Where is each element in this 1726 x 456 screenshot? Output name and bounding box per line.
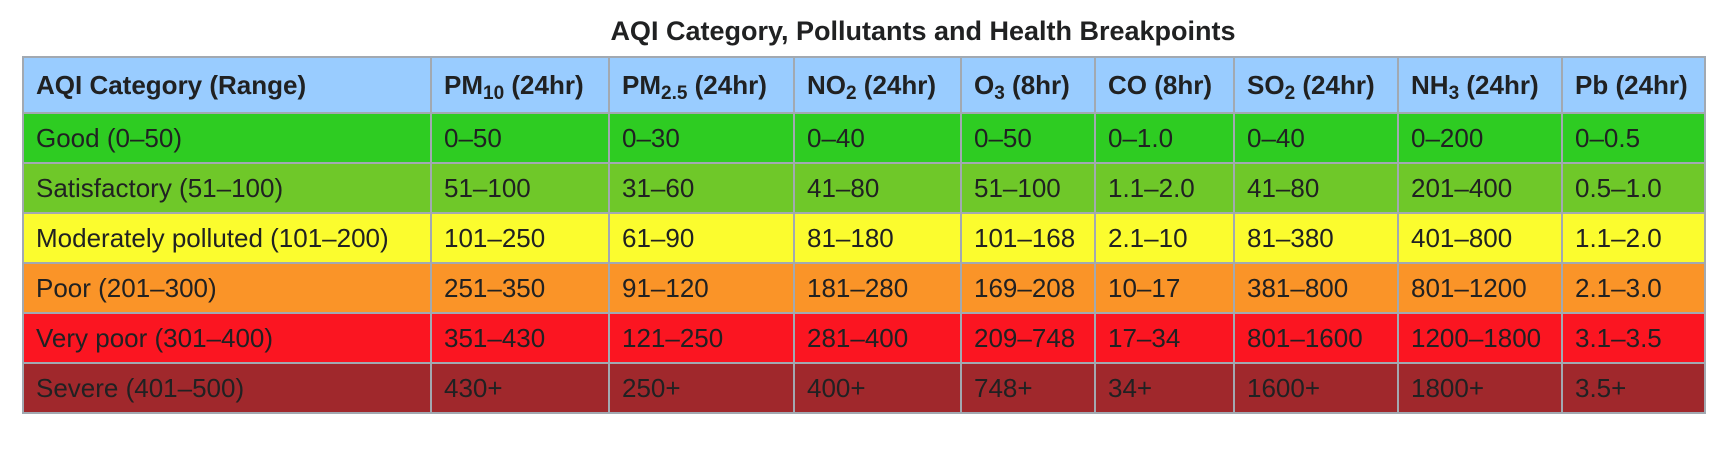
aqi-table-container: AQI Category, Pollutants and Health Brea… (22, 14, 1706, 414)
aqi-category-cell: Satisfactory (51–100) (22, 162, 432, 214)
column-header: O3 (8hr) (960, 56, 1096, 114)
breakpoint-cell: 81–180 (793, 212, 962, 264)
table-body: Good (0–50) 0–50 0–30 0–40 0–50 0–1.0 0–40 0–20… (22, 112, 1706, 414)
header-main-text: PM (444, 69, 483, 100)
table-row: Severe (401–500) 430+ 250+ 400+ 748+ 34+ 1600+… (22, 362, 1706, 414)
breakpoint-cell: 1200–1800 (1397, 312, 1563, 364)
header-main-text: PM (622, 69, 661, 100)
breakpoint-cell: 351–430 (430, 312, 610, 364)
breakpoint-cell: 801–1600 (1233, 312, 1399, 364)
breakpoint-cell: 1600+ (1233, 362, 1399, 414)
header-suffix-text: (8hr) (1004, 69, 1070, 100)
breakpoint-cell: 41–80 (793, 162, 962, 214)
header-suffix-text: (24hr) (1295, 69, 1375, 100)
header-main-text: O (974, 69, 995, 100)
table-caption: AQI Category, Pollutants and Health Brea… (610, 16, 1236, 46)
header-main-text: CO (8hr) (1108, 69, 1212, 100)
breakpoint-cell: 34+ (1094, 362, 1235, 414)
breakpoint-cell: 250+ (608, 362, 795, 414)
breakpoint-cell: 91–120 (608, 262, 795, 314)
header-row: AQI Category (Range) PM10 (24hr) PM2.5 (24… (22, 56, 1706, 114)
aqi-category-cell: Very poor (301–400) (22, 312, 432, 364)
header-subscript: 2 (846, 82, 857, 104)
column-header: CO (8hr) (1094, 56, 1235, 114)
breakpoint-cell: 801–1200 (1397, 262, 1563, 314)
header-subscript: 10 (483, 82, 505, 104)
column-header: NH3 (24hr) (1397, 56, 1563, 114)
breakpoint-cell: 281–400 (793, 312, 962, 364)
table-row: Moderately polluted (101–200) 101–250 61–9… (22, 212, 1706, 264)
breakpoint-cell: 0–50 (960, 112, 1096, 164)
breakpoint-cell: 17–34 (1094, 312, 1235, 364)
breakpoint-cell: 61–90 (608, 212, 795, 264)
header-main-text: AQI Category (Range) (36, 69, 307, 100)
breakpoint-cell: 3.1–3.5 (1561, 312, 1706, 364)
column-header: AQI Category (Range) (22, 56, 432, 114)
column-header: PM2.5 (24hr) (608, 56, 795, 114)
breakpoint-cell: 0–200 (1397, 112, 1563, 164)
breakpoint-cell: 1800+ (1397, 362, 1563, 414)
aqi-category-cell: Poor (201–300) (22, 262, 432, 314)
column-header: Pb (24hr) (1561, 56, 1706, 114)
header-subscript: 2 (1284, 82, 1296, 104)
breakpoint-cell: 2.1–10 (1094, 212, 1235, 264)
header-suffix-text: (24hr) (504, 69, 584, 100)
breakpoint-cell: 1.1–2.0 (1094, 162, 1235, 214)
aqi-category-cell: Moderately polluted (101–200) (22, 212, 432, 264)
breakpoint-cell: 0–0.5 (1561, 112, 1706, 164)
table-row: Good (0–50) 0–50 0–30 0–40 0–50 0–1.0 0–40 0–20… (22, 112, 1706, 164)
breakpoint-cell: 169–208 (960, 262, 1096, 314)
header-main-text: Pb (24hr) (1575, 69, 1688, 100)
breakpoint-cell: 81–380 (1233, 212, 1399, 264)
breakpoint-cell: 251–350 (430, 262, 610, 314)
header-suffix-text: (24hr) (856, 69, 937, 100)
breakpoint-cell: 51–100 (430, 162, 610, 214)
breakpoint-cell: 201–400 (1397, 162, 1563, 214)
breakpoint-cell: 0–40 (793, 112, 962, 164)
breakpoint-cell: 51–100 (960, 162, 1096, 214)
breakpoint-cell: 0–50 (430, 112, 610, 164)
column-header: PM10 (24hr) (430, 56, 610, 114)
breakpoint-cell: 401–800 (1397, 212, 1563, 264)
header-main-text: SO (1247, 69, 1285, 100)
aqi-category-cell: Severe (401–500) (22, 362, 432, 414)
breakpoint-cell: 748+ (960, 362, 1096, 414)
breakpoint-cell: 1.1–2.0 (1561, 212, 1706, 264)
breakpoint-cell: 121–250 (608, 312, 795, 364)
breakpoint-cell: 3.5+ (1561, 362, 1706, 414)
breakpoint-cell: 0.5–1.0 (1561, 162, 1706, 214)
column-header: NO2 (24hr) (793, 56, 962, 114)
breakpoint-cell: 209–748 (960, 312, 1096, 364)
breakpoint-cell: 101–168 (960, 212, 1096, 264)
breakpoint-cell: 31–60 (608, 162, 795, 214)
aqi-table: AQI Category (Range) PM10 (24hr) PM2.5 (24… (22, 56, 1706, 414)
table-row: Very poor (301–400) 351–430 121–250 281–400… (22, 312, 1706, 364)
breakpoint-cell: 0–1.0 (1094, 112, 1235, 164)
header-main-text: NO (807, 69, 846, 100)
breakpoint-cell: 381–800 (1233, 262, 1399, 314)
header-subscript: 2.5 (661, 82, 688, 104)
breakpoint-cell: 181–280 (793, 262, 962, 314)
header-subscript: 3 (994, 82, 1005, 104)
breakpoint-cell: 2.1–3.0 (1561, 262, 1706, 314)
table-row: Poor (201–300) 251–350 91–120 181–280 169–20… (22, 262, 1706, 314)
header-suffix-text: (24hr) (1459, 69, 1539, 100)
header-subscript: 3 (1448, 82, 1460, 104)
breakpoint-cell: 101–250 (430, 212, 610, 264)
header-suffix-text: (24hr) (687, 69, 767, 100)
breakpoint-cell: 0–40 (1233, 112, 1399, 164)
breakpoint-cell: 0–30 (608, 112, 795, 164)
column-header: SO2 (24hr) (1233, 56, 1399, 114)
breakpoint-cell: 41–80 (1233, 162, 1399, 214)
table-row: Satisfactory (51–100) 51–100 31–60 41–80 51–… (22, 162, 1706, 214)
aqi-category-cell: Good (0–50) (22, 112, 432, 164)
header-main-text: NH (1411, 69, 1449, 100)
breakpoint-cell: 400+ (793, 362, 962, 414)
breakpoint-cell: 430+ (430, 362, 610, 414)
breakpoint-cell: 10–17 (1094, 262, 1235, 314)
